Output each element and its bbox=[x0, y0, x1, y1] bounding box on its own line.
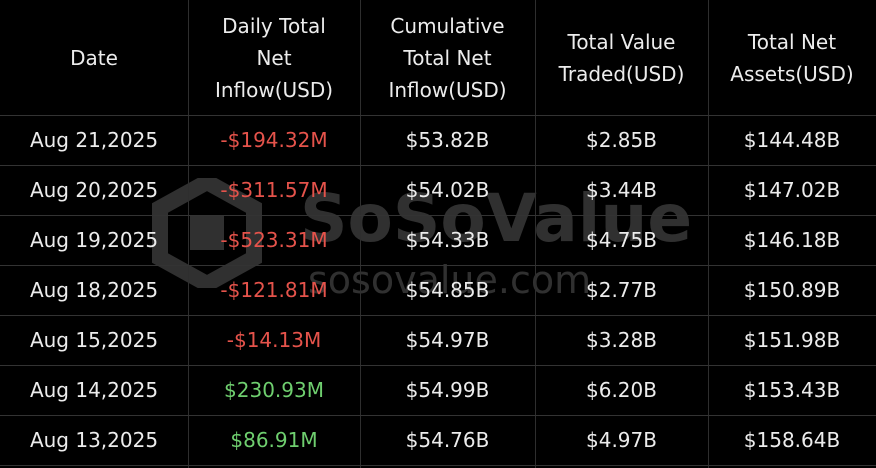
data-cell: $158.64B bbox=[743, 428, 841, 452]
data-cell: $2.77B bbox=[586, 278, 657, 302]
column-divider bbox=[188, 0, 189, 468]
data-cell: $6.20B bbox=[586, 378, 657, 402]
data-cell: Aug 19,2025 bbox=[29, 228, 159, 252]
header-text: Inflow(USD) bbox=[388, 77, 507, 102]
row-divider bbox=[0, 365, 876, 366]
data-cell: Aug 15,2025 bbox=[29, 328, 159, 352]
row-divider bbox=[0, 465, 876, 466]
header-text: Inflow(USD) bbox=[214, 77, 334, 102]
data-cell: $150.89B bbox=[743, 278, 841, 302]
inflow-cell: -$121.81M bbox=[220, 278, 328, 302]
data-cell: $146.18B bbox=[743, 228, 841, 252]
data-cell: Aug 20,2025 bbox=[29, 178, 159, 202]
column-divider bbox=[360, 0, 361, 468]
header-cell: Daily Total Net Inflow(USD) bbox=[188, 0, 360, 115]
column-divider bbox=[535, 0, 536, 468]
header-text: Date bbox=[70, 45, 118, 70]
header-cell: Date bbox=[0, 0, 188, 115]
inflow-cell: -$194.32M bbox=[220, 128, 328, 152]
header-cell: Total Value Traded(USD) bbox=[535, 0, 708, 115]
header-text: Total Value bbox=[567, 29, 676, 54]
header-text: Net bbox=[256, 45, 292, 70]
row-divider bbox=[0, 215, 876, 216]
row-divider bbox=[0, 315, 876, 316]
data-cell: $147.02B bbox=[743, 178, 841, 202]
data-cell: Aug 13,2025 bbox=[29, 428, 159, 452]
header-text: Total Net bbox=[747, 29, 837, 54]
data-cell: $2.85B bbox=[586, 128, 657, 152]
header-cell: Cumulative Total Net Inflow(USD) bbox=[360, 0, 535, 115]
data-cell: $3.44B bbox=[586, 178, 657, 202]
row-divider bbox=[0, 265, 876, 266]
data-cell: $53.82B bbox=[405, 128, 490, 152]
header-text: Cumulative bbox=[390, 13, 505, 38]
inflow-cell: -$311.57M bbox=[220, 178, 328, 202]
inflow-cell: $230.93M bbox=[224, 378, 324, 402]
data-cell: Aug 21,2025 bbox=[29, 128, 159, 152]
data-cell: Aug 14,2025 bbox=[29, 378, 159, 402]
data-cell: $54.85B bbox=[405, 278, 490, 302]
data-cell: $153.43B bbox=[743, 378, 841, 402]
data-cell: $4.97B bbox=[586, 428, 657, 452]
data-cell: $4.75B bbox=[586, 228, 657, 252]
data-cell: $54.97B bbox=[405, 328, 490, 352]
header-cell: Total Net Assets(USD) bbox=[708, 0, 876, 115]
header-text: Assets(USD) bbox=[730, 61, 854, 86]
inflow-cell: $86.91M bbox=[230, 428, 318, 452]
inflow-cell: -$523.31M bbox=[220, 228, 328, 252]
column-divider bbox=[708, 0, 709, 468]
header-text: Total Net bbox=[403, 45, 492, 70]
inflow-cell: -$14.13M bbox=[226, 328, 322, 352]
data-cell: $54.02B bbox=[405, 178, 490, 202]
header-text: Daily Total bbox=[222, 13, 326, 38]
data-cell: $54.76B bbox=[405, 428, 490, 452]
row-divider bbox=[0, 165, 876, 166]
row-divider bbox=[0, 415, 876, 416]
data-cell: $144.48B bbox=[743, 128, 841, 152]
data-cell: Aug 18,2025 bbox=[29, 278, 159, 302]
data-cell: $151.98B bbox=[743, 328, 841, 352]
row-divider bbox=[0, 115, 876, 116]
data-cell: $54.33B bbox=[405, 228, 490, 252]
header-text: Traded(USD) bbox=[558, 61, 685, 86]
data-cell: $3.28B bbox=[586, 328, 657, 352]
data-cell: $54.99B bbox=[405, 378, 490, 402]
